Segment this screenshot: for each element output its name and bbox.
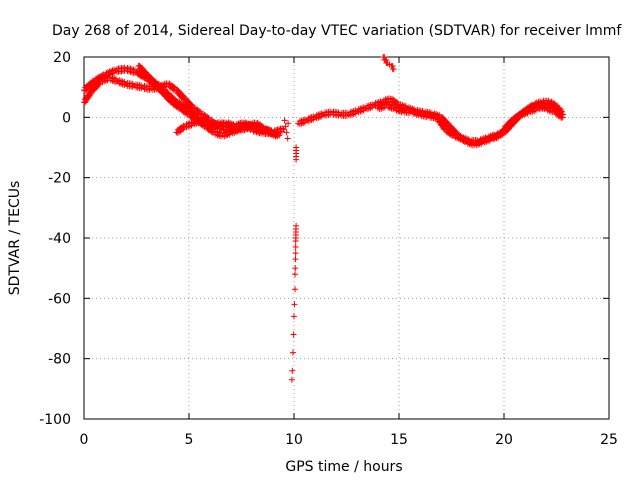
y-tick-label: -40	[48, 231, 71, 247]
data-point	[559, 111, 566, 118]
data-point	[292, 244, 299, 251]
y-tick-label: -20	[48, 171, 71, 187]
y-axis-title: SDTVAR / TECUs	[7, 181, 23, 296]
data-point	[280, 126, 287, 133]
series-spike-segment	[288, 144, 300, 383]
data-point	[293, 156, 300, 163]
y-tick-label: 20	[53, 50, 71, 66]
x-axis-title: GPS time / hours	[285, 459, 402, 475]
marker-layer	[81, 54, 566, 383]
series-track-f	[295, 95, 566, 149]
y-tick-label: 0	[62, 110, 71, 126]
x-tick-label: 10	[285, 432, 303, 448]
x-tick-label: 5	[185, 432, 194, 448]
data-point	[186, 105, 192, 112]
data-point	[283, 129, 290, 136]
data-point	[289, 349, 296, 356]
data-point	[390, 66, 397, 73]
data-point	[289, 367, 296, 374]
x-tick-label: 0	[80, 432, 89, 448]
data-point	[293, 144, 300, 151]
data-point	[282, 123, 289, 130]
data-point	[292, 250, 299, 257]
data-point	[507, 121, 514, 128]
data-point	[292, 256, 299, 263]
x-tick-label: 15	[390, 432, 408, 448]
chart-title: Day 268 of 2014, Sidereal Day-to-day VTE…	[52, 23, 622, 39]
data-point	[290, 331, 297, 338]
y-tick-label: -80	[48, 352, 71, 368]
x-tick-label: 20	[495, 432, 513, 448]
data-point	[95, 81, 102, 88]
data-point	[291, 313, 297, 320]
data-point	[515, 114, 521, 121]
data-point	[292, 271, 299, 278]
series-track-i	[501, 101, 566, 133]
data-point	[281, 117, 288, 124]
data-point	[87, 91, 94, 98]
data-point	[292, 265, 299, 272]
data-point	[292, 286, 299, 293]
data-point	[284, 135, 291, 142]
data-point	[285, 120, 292, 127]
data-point	[516, 113, 523, 120]
series-track-h	[380, 54, 397, 73]
x-tick-label: 25	[600, 432, 618, 448]
data-point	[293, 222, 300, 229]
series-track-d	[173, 116, 281, 140]
data-point	[180, 125, 187, 132]
tick-layer: 0 5 10 15 20 25 -100 -80 -60 -40 -20 0 20	[39, 50, 618, 448]
y-tick-label: -100	[39, 412, 71, 428]
data-point	[291, 301, 298, 308]
series-track-e	[148, 77, 192, 113]
data-point	[274, 132, 281, 139]
data-point	[288, 376, 295, 383]
data-point	[179, 126, 185, 133]
y-tick-label: -60	[48, 291, 71, 307]
series-gap-segment	[281, 117, 292, 142]
